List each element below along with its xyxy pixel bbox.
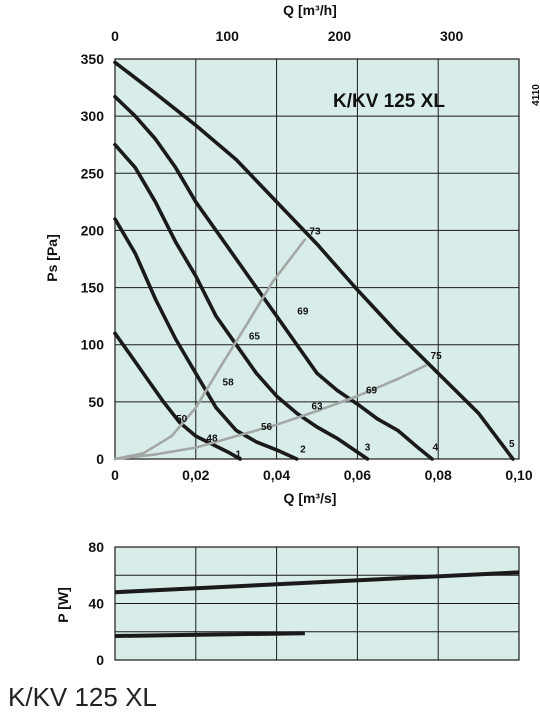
top-x-tick-label: 100 <box>216 28 240 44</box>
curve-annotation: 69 <box>297 306 309 317</box>
y-tick-label: 100 <box>81 337 105 353</box>
fan-curve-3 <box>113 142 370 461</box>
x-tick-label: 0,06 <box>344 467 371 483</box>
power-y-tick-label: 0 <box>96 652 104 668</box>
curve-annotation: 75 <box>431 351 443 362</box>
curve-annotation: 2 <box>300 445 306 456</box>
power-y-tick-label: 80 <box>88 539 104 555</box>
power-curve <box>114 631 305 638</box>
y-tick-label: 300 <box>81 108 105 124</box>
curve-annotation: 56 <box>261 422 273 433</box>
curve-annotation: 73 <box>309 226 321 237</box>
fan-curve-73 <box>113 238 307 461</box>
x-tick-label: 0,10 <box>505 467 532 483</box>
top-x-tick-label: 0 <box>111 28 119 44</box>
x-tick-label: 0,04 <box>263 467 290 483</box>
y-tick-label: 0 <box>96 451 104 467</box>
curve-annotation: 1 <box>235 449 241 460</box>
top-x-tick-label: 200 <box>328 28 352 44</box>
curve-annotation: 63 <box>311 401 323 412</box>
chart-title: K/KV 125 XL <box>333 91 445 112</box>
main-grid: 0 0,02 0,04 0,06 0,08 0,100501001502002503003… <box>81 28 533 483</box>
power-series-group <box>114 570 520 638</box>
curve-annotation: 65 <box>249 332 261 343</box>
fan-curve-4 <box>113 94 434 461</box>
curve-annotation: 3 <box>365 442 371 453</box>
power-curve <box>114 570 520 595</box>
main-series-group <box>113 60 515 461</box>
y-tick-label: 350 <box>81 51 105 67</box>
curve-annotation: 58 <box>223 377 235 388</box>
bottom-axis-label: Q [m³/s] <box>284 490 337 506</box>
fan-curve-1 <box>113 331 242 461</box>
y-tick-label: 50 <box>88 394 104 410</box>
x-tick-label: 0,08 <box>425 467 452 483</box>
power-y-axis-label: P [W] <box>55 587 71 623</box>
y-tick-label: 250 <box>81 165 105 181</box>
curve-annotation: 4 <box>433 442 439 453</box>
x-tick-label: 0 <box>111 467 119 483</box>
power-y-tick-label: 40 <box>88 596 104 612</box>
curve-annotation: 50 <box>176 414 188 425</box>
y-tick-label: 200 <box>81 222 105 238</box>
top-x-tick-label: 300 <box>440 28 464 44</box>
x-tick-label: 0,02 <box>182 467 209 483</box>
y-axis-label: Ps [Pa] <box>44 234 60 281</box>
top-axis-label: Q [m³/h] <box>283 2 337 18</box>
curve-annotation: 48 <box>206 433 218 444</box>
main-labels-group: 73 69 65 58 50 48 56 63 69 75 1 2 3 4 5 <box>176 226 515 460</box>
fan-curve-5 <box>113 60 515 461</box>
y-tick-label: 150 <box>81 280 105 296</box>
fan-curve-75 <box>113 363 428 461</box>
document-code: 4110 <box>531 84 540 106</box>
curve-annotation: 5 <box>509 439 515 450</box>
footer-title: K/KV 125 XL <box>8 682 157 712</box>
main-plot-area <box>114 58 520 460</box>
curve-annotation: 69 <box>366 385 378 396</box>
